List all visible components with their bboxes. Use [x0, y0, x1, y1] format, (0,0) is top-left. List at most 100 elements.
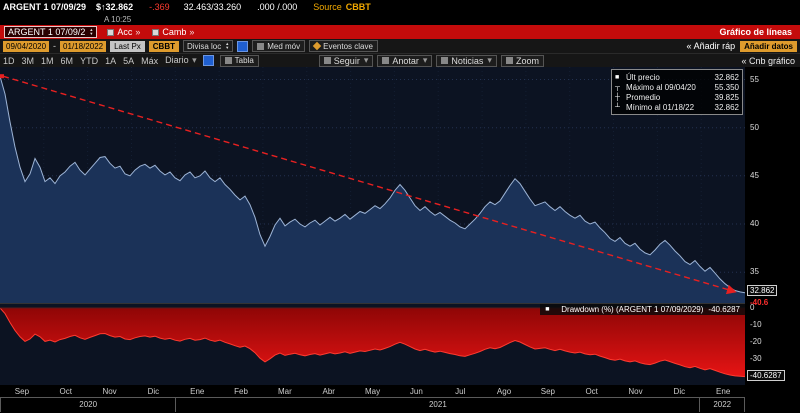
month-label: Ene — [190, 386, 205, 396]
source-value: CBBT — [345, 2, 371, 12]
drawdown-tick-label: -10 — [750, 320, 762, 329]
period-tab-5a[interactable]: 5A — [123, 55, 135, 66]
moving-average-label: Med móv — [267, 41, 301, 51]
drawdown-badge: -40.6287 — [747, 370, 785, 381]
month-label: Dic — [147, 386, 160, 396]
drawdown-legend: ■ Drawdown (%) (ARGENT 1 07/09/2029) -40… — [540, 304, 745, 315]
moving-average-button[interactable]: Med móv — [252, 40, 306, 52]
chart-tool-label: Zoom — [515, 55, 539, 66]
month-label: Jun — [409, 386, 423, 396]
date-range-separator: - — [53, 41, 57, 51]
legend-value: 39.825 — [714, 92, 739, 102]
actions-menu[interactable]: Acc » — [107, 27, 140, 37]
period-tab-1d[interactable]: 1D — [3, 55, 15, 66]
compare-label: Camb — [162, 27, 187, 37]
legend-label: Mínimo al 01/18/22 — [626, 102, 695, 112]
chart-tool-seguir[interactable]: Seguir ▾ — [318, 54, 374, 67]
chart-tool-label: Anotar — [392, 55, 419, 66]
change-chart-label: Cnb gráfico — [748, 55, 795, 66]
month-label: Sep — [540, 386, 555, 396]
month-label: Feb — [234, 386, 248, 396]
toolbar-right-group: « Añadir ráp Añadir datos — [687, 40, 797, 52]
add-quick-label: Añadir ráp — [693, 41, 736, 51]
chevron-down-icon: ▾ — [487, 55, 492, 65]
drawdown-tick-label: -30 — [750, 354, 762, 363]
month-label: Ago — [496, 386, 512, 396]
start-date-field[interactable]: 09/04/2020 — [3, 40, 50, 52]
legend-value: 55.350 — [714, 82, 739, 92]
yield-pair: .000 /.000 — [257, 2, 298, 12]
month-label: Abr — [322, 386, 335, 396]
legend-label: Promedio — [626, 92, 661, 102]
period-bar: 1D 3M 1M 6M YTD 1A 5A Máx Diario ▾ Tabla Seguir… — [0, 53, 800, 67]
last-price: $↑32.862 — [96, 2, 134, 12]
price-tick-label: 40 — [750, 219, 759, 228]
period-tab-1m[interactable]: 1M — [41, 55, 54, 66]
collapse-icon: « — [741, 55, 747, 66]
chart-tool-label: Seguir — [333, 55, 360, 66]
month-label: Sep — [14, 386, 30, 396]
price-change: -.369 — [149, 2, 170, 12]
price-tick-label: 35 — [750, 267, 759, 276]
legend-marker-icon: ┴ — [615, 103, 620, 111]
actions-label: Acc — [117, 27, 133, 37]
month-label: Ene — [716, 386, 731, 396]
change-chart-button[interactable]: « Cnb gráfico — [741, 56, 797, 66]
price-axis: 32.862 -40.6 55 50 45 40 35 — [745, 67, 800, 307]
chevron-down-icon: ▾ — [192, 55, 197, 65]
security-selector-value: ARGENT 1 07/09/2 — [8, 27, 86, 37]
drawdown-tick-label: 0 — [750, 303, 755, 312]
chart-tool-noticias[interactable]: Noticias ▾ — [436, 54, 497, 67]
compare-icon — [152, 28, 160, 36]
chart-tool-zoom[interactable]: Zoom — [500, 54, 544, 67]
chart-tool-anotar[interactable]: Anotar ▾ — [377, 54, 433, 67]
period-tab-3m[interactable]: 3M — [21, 55, 35, 66]
month-label: Nov — [628, 386, 643, 396]
legend-marker-icon: ■ — [545, 306, 550, 313]
frequency-select[interactable]: Diario ▾ — [165, 55, 197, 66]
quote-time-row: A 10:25 — [0, 14, 800, 25]
seguir-icon — [323, 57, 331, 64]
page-title: Gráfico de líneas — [719, 27, 792, 37]
legend-value: 32.862 — [714, 72, 739, 82]
drawdown-plot[interactable]: ■ Drawdown (%) (ARGENT 1 07/09/2029) -40… — [0, 303, 745, 385]
spinner-arrows-icon: ▲ ▼ — [225, 41, 230, 50]
last-price-badge: 32.862 — [747, 285, 778, 296]
trend-pct-label: -40.6 — [750, 298, 769, 307]
table-button[interactable]: Tabla — [219, 54, 259, 67]
period-tab-mx[interactable]: Máx — [141, 55, 159, 66]
price-chart-plot[interactable]: ■ Últ precio 32.862 ┬ Máximo al 09/04/20 55.3… — [0, 67, 745, 303]
month-axis: Sep Oct Nov Dic Ene Feb Mar Abr May Jun Jul Ago Sep O… — [0, 385, 745, 397]
add-data-button[interactable]: Añadir datos — [740, 40, 797, 52]
compare-menu[interactable]: Camb » — [152, 27, 194, 37]
table-icon — [224, 57, 232, 64]
spinner-arrows-icon: ▲ ▼ — [89, 27, 94, 36]
legend-row: ┴ Mínimo al 01/18/22 32.862 — [615, 102, 739, 112]
study-icon[interactable] — [237, 40, 249, 52]
chart-type-icon[interactable] — [202, 55, 214, 66]
chevron-down-icon: ▾ — [363, 55, 369, 65]
actions-icon — [107, 28, 115, 36]
table-label: Tabla — [234, 56, 254, 65]
moving-average-icon — [257, 42, 265, 50]
year-label: 2022 — [699, 397, 746, 412]
legend-marker-icon: ┬ — [615, 83, 620, 91]
period-tab-6m[interactable]: 6M — [60, 55, 74, 66]
chart-settings-toolbar: 09/04/2020 - 01/18/2022 Last Px CBBT Div… — [0, 39, 800, 53]
month-label: Nov — [102, 386, 117, 396]
drawdown-tick-label: -20 — [750, 337, 762, 346]
price-tick-label: 45 — [750, 171, 759, 180]
key-events-button[interactable]: Eventos clave — [309, 40, 378, 52]
pricing-source-button[interactable]: CBBT — [148, 40, 179, 52]
period-tab-ytd[interactable]: YTD — [80, 55, 99, 66]
price-tick-label: 55 — [750, 75, 759, 84]
add-quick-button[interactable]: « Añadir ráp — [687, 41, 736, 51]
year-label: 2020 — [0, 397, 176, 412]
quote-timestamp: A 10:25 — [104, 15, 132, 24]
price-type-button[interactable]: Last Px — [110, 40, 145, 52]
end-date-field[interactable]: 01/18/2022 — [60, 40, 107, 52]
period-tab-1a[interactable]: 1A — [105, 55, 117, 66]
currency-select[interactable]: Divisa loc ▲ ▼ — [183, 40, 234, 52]
security-selector[interactable]: ARGENT 1 07/09/2 ▲ ▼ — [4, 26, 98, 38]
